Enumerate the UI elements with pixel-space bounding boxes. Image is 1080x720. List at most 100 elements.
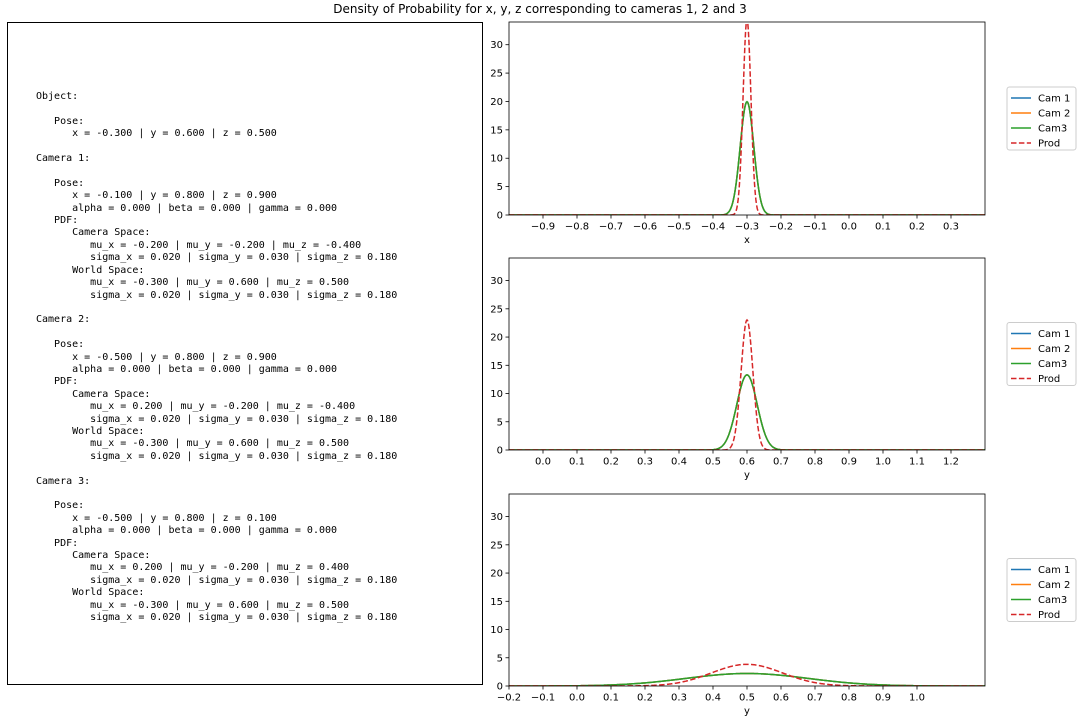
- x-axis-label: y: [744, 470, 750, 481]
- legend-label: Prod: [1038, 374, 1060, 385]
- x-tick-label: 0.0: [535, 457, 551, 468]
- info-line: Camera 1:: [36, 153, 91, 165]
- info-line: sigma_x = 0.020 | sigma_y = 0.030 | sigm…: [36, 574, 398, 586]
- camera-info-text: Object: Pose: x = -0.300 | y = 0.600 | z…: [36, 91, 397, 624]
- info-line: mu_x = 0.200 | mu_y = -0.200 | mu_z = 0.…: [36, 562, 350, 574]
- info-line: Pose:: [36, 115, 85, 127]
- y-tick-label: 25: [490, 304, 503, 315]
- x-tick-label: −0.7: [599, 222, 623, 233]
- y-tick-label: 10: [490, 625, 503, 636]
- x-tick-label: −0.1: [803, 222, 827, 233]
- plot-area: [509, 494, 985, 686]
- series-line-cam3: [509, 374, 985, 450]
- x-tick-label: 0.5: [705, 457, 721, 468]
- y-tick-label: 20: [490, 333, 503, 344]
- plot-area: [509, 258, 985, 450]
- legend-label: Cam 2: [1038, 109, 1070, 120]
- figure-title: Density of Probability for x, y, z corre…: [333, 2, 747, 16]
- x-tick-label: 0.1: [875, 222, 891, 233]
- subplot-1: −0.9 −0.8 −0.7 −0.6 −0.5 −0.4 −0.3 −0.2 −0.1 0.0 0…: [490, 21, 1077, 246]
- info-line: World Space:: [36, 425, 145, 437]
- legend-label: Cam 1: [1038, 565, 1070, 576]
- y-tick-label: 5: [497, 417, 503, 428]
- x-tick-label: 0.0: [569, 693, 585, 704]
- x-tick-label: 0.5: [739, 693, 755, 704]
- x-tick-label: −0.4: [701, 222, 725, 233]
- x-tick-label: −0.1: [531, 693, 555, 704]
- legend: Cam 1 Cam 2 Cam3 Prod: [1006, 558, 1077, 622]
- info-line: Camera Space:: [36, 388, 151, 400]
- x-tick-label: 0.1: [603, 693, 619, 704]
- camera-info-panel: Object: Pose: x = -0.300 | y = 0.600 | z…: [7, 22, 483, 685]
- x-tick-label: 0.9: [875, 693, 891, 704]
- legend-label: Cam3: [1038, 359, 1067, 370]
- y-tick-label: 0: [497, 211, 503, 222]
- legend-box: [1006, 558, 1077, 622]
- x-tick-label: −0.5: [667, 222, 691, 233]
- info-line: mu_x = 0.200 | mu_y = -0.200 | mu_z = -0…: [36, 401, 356, 413]
- info-line: mu_x = -0.300 | mu_y = 0.600 | mu_z = 0.…: [36, 277, 350, 289]
- x-tick-label: 0.8: [807, 457, 823, 468]
- y-tick-label: 20: [490, 569, 503, 580]
- x-tick-label: 0.4: [705, 693, 721, 704]
- legend-label: Cam3: [1038, 124, 1067, 135]
- y-tick-label: 15: [490, 597, 503, 608]
- plot-frame: [508, 493, 986, 687]
- info-line: alpha = 0.000 | beta = 0.000 | gamma = 0…: [36, 202, 338, 214]
- legend: Cam 1 Cam 2 Cam3 Prod: [1006, 86, 1077, 151]
- x-tick-label: −0.3: [735, 222, 759, 233]
- x-tick-label: 0.7: [807, 693, 823, 704]
- legend-box: [1006, 86, 1077, 151]
- subplot-3: −0.2 −0.1 0.0 0.1 0.2 0.3 0.4 0.5 0.6 0.7 0.8 0.9 1.…: [490, 493, 1077, 717]
- plot-frame: [508, 257, 986, 451]
- x-tick-label: 0.3: [671, 693, 687, 704]
- legend-label: Prod: [1038, 139, 1060, 150]
- y-tick-label: 30: [490, 512, 503, 523]
- x-tick-label: 0.4: [671, 457, 687, 468]
- info-line: sigma_x = 0.020 | sigma_y = 0.030 | sigm…: [36, 612, 398, 624]
- legend-label: Cam3: [1038, 595, 1067, 606]
- y-tick-label: 5: [497, 182, 503, 193]
- legend-label: Cam 1: [1038, 329, 1070, 340]
- x-axis-label: x: [744, 235, 750, 246]
- info-line: PDF:: [36, 215, 79, 227]
- plot-area: [509, 22, 985, 215]
- x-tick-label: 0.3: [943, 222, 959, 233]
- x-tick-label: 0.2: [637, 693, 653, 704]
- y-tick-label: 30: [490, 276, 503, 287]
- info-line: alpha = 0.000 | beta = 0.000 | gamma = 0…: [36, 525, 338, 537]
- y-tick-label: 15: [490, 125, 503, 136]
- info-line: PDF:: [36, 376, 79, 388]
- info-line: World Space:: [36, 264, 145, 276]
- y-tick-label: 10: [490, 154, 503, 165]
- info-line: sigma_x = 0.020 | sigma_y = 0.030 | sigm…: [36, 450, 398, 462]
- series-line-cam3: [509, 100, 985, 215]
- info-line: sigma_x = 0.020 | sigma_y = 0.030 | sigm…: [36, 252, 398, 264]
- info-line: Object:: [36, 91, 79, 102]
- info-line: Camera Space:: [36, 550, 151, 562]
- info-line: x = -0.100 | y = 0.800 | z = 0.900: [36, 190, 277, 202]
- info-line: Camera 2:: [36, 314, 91, 326]
- info-line: mu_x = -0.300 | mu_y = 0.600 | mu_z = 0.…: [36, 599, 350, 611]
- info-line: x = -0.300 | y = 0.600 | z = 0.500: [36, 128, 277, 140]
- x-tick-label: 1.1: [909, 457, 925, 468]
- y-tick-label: 20: [490, 97, 503, 108]
- y-tick-label: 0: [497, 446, 503, 457]
- info-line: Pose:: [36, 500, 85, 512]
- y-tick-label: 10: [490, 389, 503, 400]
- x-tick-label: −0.6: [633, 222, 657, 233]
- y-tick-label: 25: [490, 69, 503, 80]
- x-tick-label: 0.9: [841, 457, 857, 468]
- x-tick-label: 0.6: [739, 457, 755, 468]
- series-line-prod: [509, 318, 985, 450]
- info-line: PDF:: [36, 537, 79, 549]
- plot-frame: [508, 21, 986, 216]
- info-line: x = -0.500 | y = 0.800 | z = 0.100: [36, 512, 277, 524]
- info-line: x = -0.500 | y = 0.800 | z = 0.900: [36, 351, 277, 363]
- legend-box: [1006, 322, 1077, 386]
- y-tick-label: 5: [497, 653, 503, 664]
- info-line: sigma_x = 0.020 | sigma_y = 0.030 | sigm…: [36, 413, 398, 425]
- x-tick-label: 0.8: [841, 693, 857, 704]
- info-line: Pose:: [36, 177, 85, 189]
